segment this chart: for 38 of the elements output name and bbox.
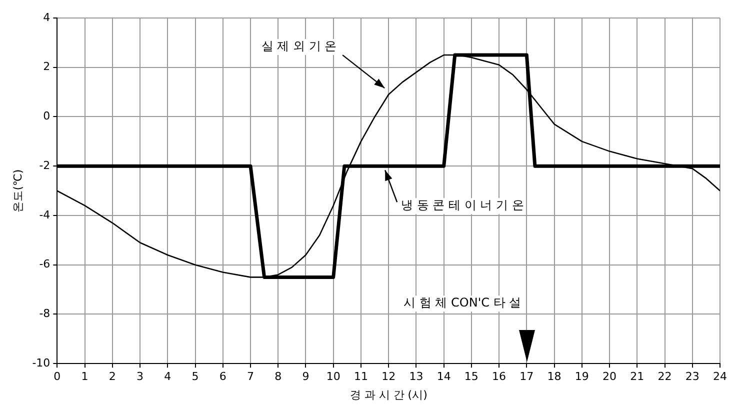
y-axis-title: 온도(℃) (11, 169, 24, 212)
annotation: 냉 동 콘 테 이 너 기 온 (401, 198, 524, 212)
y-tick-label: 0 (43, 110, 50, 123)
x-tick-label: 8 (274, 370, 282, 384)
x-tick-label: 16 (492, 370, 506, 384)
x-tick-label: 18 (547, 370, 562, 384)
x-tick-label: 13 (409, 370, 424, 384)
x-tick-label: 3 (136, 370, 144, 384)
x-tick-label: 11 (354, 370, 368, 384)
x-tick-label: 22 (658, 370, 672, 384)
x-tick-label: 2 (108, 370, 116, 384)
x-tick-label: 0 (54, 370, 61, 384)
annotation: 실 제 외 기 온 (261, 39, 337, 54)
y-tick-label: -8 (39, 307, 50, 320)
y-tick-label: 4 (43, 10, 50, 24)
y-tick-label: -4 (39, 208, 50, 222)
x-tick-label: 4 (164, 370, 172, 384)
y-tick-label: -2 (39, 158, 50, 172)
x-tick-label: 10 (326, 370, 340, 384)
x-tick-label: 20 (602, 370, 617, 384)
x-tick-label: 7 (246, 370, 254, 384)
x-tick-label: 24 (713, 370, 727, 384)
x-tick-label: 23 (685, 370, 700, 384)
x-tick-label: 14 (436, 370, 451, 384)
x-tick-label: 21 (630, 370, 644, 384)
y-tick-label: -10 (32, 356, 50, 370)
y-tick-label: 2 (43, 60, 50, 74)
x-tick-label: 19 (574, 370, 589, 384)
x-tick-label: 9 (302, 370, 310, 384)
x-tick-label: 12 (382, 370, 396, 384)
x-tick-label: 6 (219, 370, 226, 384)
annotation: 시 험 체 CON'C 타 설 (404, 296, 522, 310)
x-tick-label: 1 (81, 370, 88, 384)
x-tick-label: 17 (520, 370, 534, 384)
x-axis-title: 경 과 시 간 (시) (350, 388, 428, 402)
x-tick-label: 15 (464, 370, 478, 384)
y-tick-label: -6 (39, 258, 50, 271)
x-tick-label: 5 (192, 370, 199, 384)
